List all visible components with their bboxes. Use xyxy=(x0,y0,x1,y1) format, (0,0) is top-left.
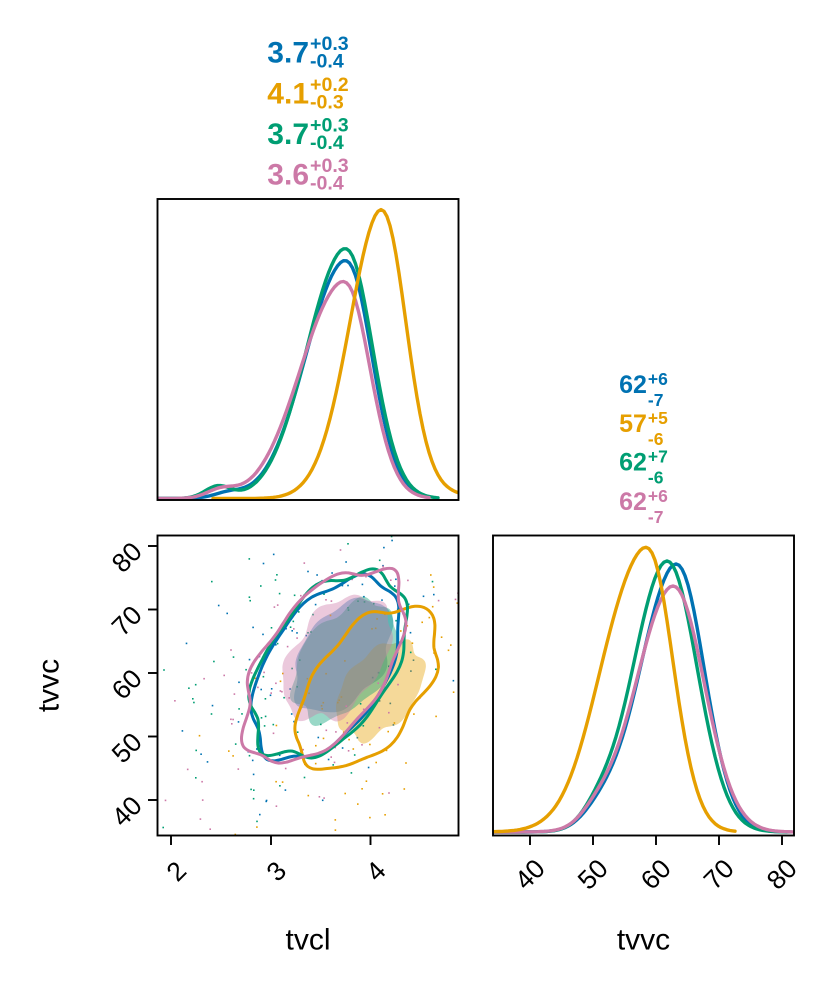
svg-text:-7: -7 xyxy=(648,507,664,527)
svg-text:+0.3: +0.3 xyxy=(310,33,349,55)
svg-text:tvvc: tvvc xyxy=(617,924,670,957)
svg-text:3.6: 3.6 xyxy=(267,159,309,192)
svg-text:+0.3: +0.3 xyxy=(310,115,349,137)
svg-text:57: 57 xyxy=(619,410,647,438)
svg-text:+6: +6 xyxy=(648,369,668,389)
svg-text:+7: +7 xyxy=(648,447,668,467)
svg-text:3.7: 3.7 xyxy=(267,37,309,70)
svg-text:-0.3: -0.3 xyxy=(310,92,344,114)
svg-text:-0.4: -0.4 xyxy=(310,132,344,154)
svg-text:3.7: 3.7 xyxy=(267,118,309,151)
svg-text:4.1: 4.1 xyxy=(267,78,309,111)
svg-text:+0.3: +0.3 xyxy=(310,155,349,177)
svg-text:-7: -7 xyxy=(648,390,664,410)
svg-text:+0.2: +0.2 xyxy=(310,74,349,96)
svg-text:62: 62 xyxy=(619,449,647,477)
svg-text:+5: +5 xyxy=(648,408,668,428)
svg-text:-0.4: -0.4 xyxy=(310,51,344,73)
svg-text:tvvc: tvvc xyxy=(33,659,66,712)
svg-text:tvcl: tvcl xyxy=(286,924,331,957)
svg-text:62: 62 xyxy=(619,371,647,399)
svg-text:-0.4: -0.4 xyxy=(310,173,344,195)
svg-text:+6: +6 xyxy=(648,486,668,506)
svg-text:-6: -6 xyxy=(648,429,664,449)
svg-text:62: 62 xyxy=(619,488,647,516)
svg-text:-6: -6 xyxy=(648,468,664,488)
